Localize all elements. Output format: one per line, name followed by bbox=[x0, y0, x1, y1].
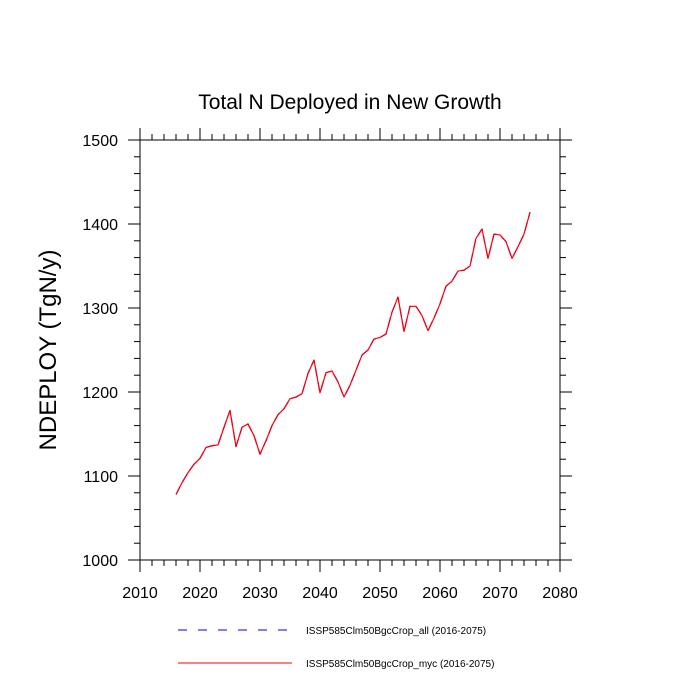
y-tick-label: 1400 bbox=[82, 217, 118, 234]
x-tick-label: 2010 bbox=[122, 585, 158, 602]
axis-ticks bbox=[128, 128, 572, 572]
legend: ISSP585Clm50BgcCrop_all (2016-2075) ISSP5… bbox=[178, 626, 494, 670]
series-line-1 bbox=[175, 212, 531, 495]
y-tick-label: 1500 bbox=[82, 133, 118, 150]
legend-label-2: ISSP585Clm50BgcCrop_myc (2016-2075) bbox=[306, 659, 494, 670]
series-lines bbox=[175, 212, 531, 495]
x-tick-label: 2070 bbox=[482, 585, 518, 602]
x-tick-label: 2020 bbox=[182, 585, 218, 602]
y-tick-label: 1000 bbox=[82, 553, 118, 570]
y-tick-label: 1300 bbox=[82, 301, 118, 318]
x-tick-label: 2080 bbox=[542, 585, 578, 602]
x-tick-label: 2050 bbox=[362, 585, 398, 602]
x-tick-label: 2040 bbox=[302, 585, 338, 602]
axis-tick-labels: 2010 2020 2030 2040 2050 2060 2070 2080 1000 1100… bbox=[82, 133, 577, 602]
y-tick-label: 1100 bbox=[84, 469, 119, 486]
x-tick-label: 2030 bbox=[242, 585, 278, 602]
series-line-2 bbox=[175, 212, 531, 495]
y-tick-label: 1200 bbox=[82, 385, 118, 402]
chart-title: Total N Deployed in New Growth bbox=[198, 91, 501, 114]
y-axis-label: NDEPLOY (TgN/y) bbox=[35, 250, 62, 451]
x-tick-label: 2060 bbox=[422, 585, 458, 602]
legend-label-1: ISSP585Clm50BgcCrop_all (2016-2075) bbox=[306, 626, 486, 637]
plot-frame bbox=[139, 139, 561, 561]
